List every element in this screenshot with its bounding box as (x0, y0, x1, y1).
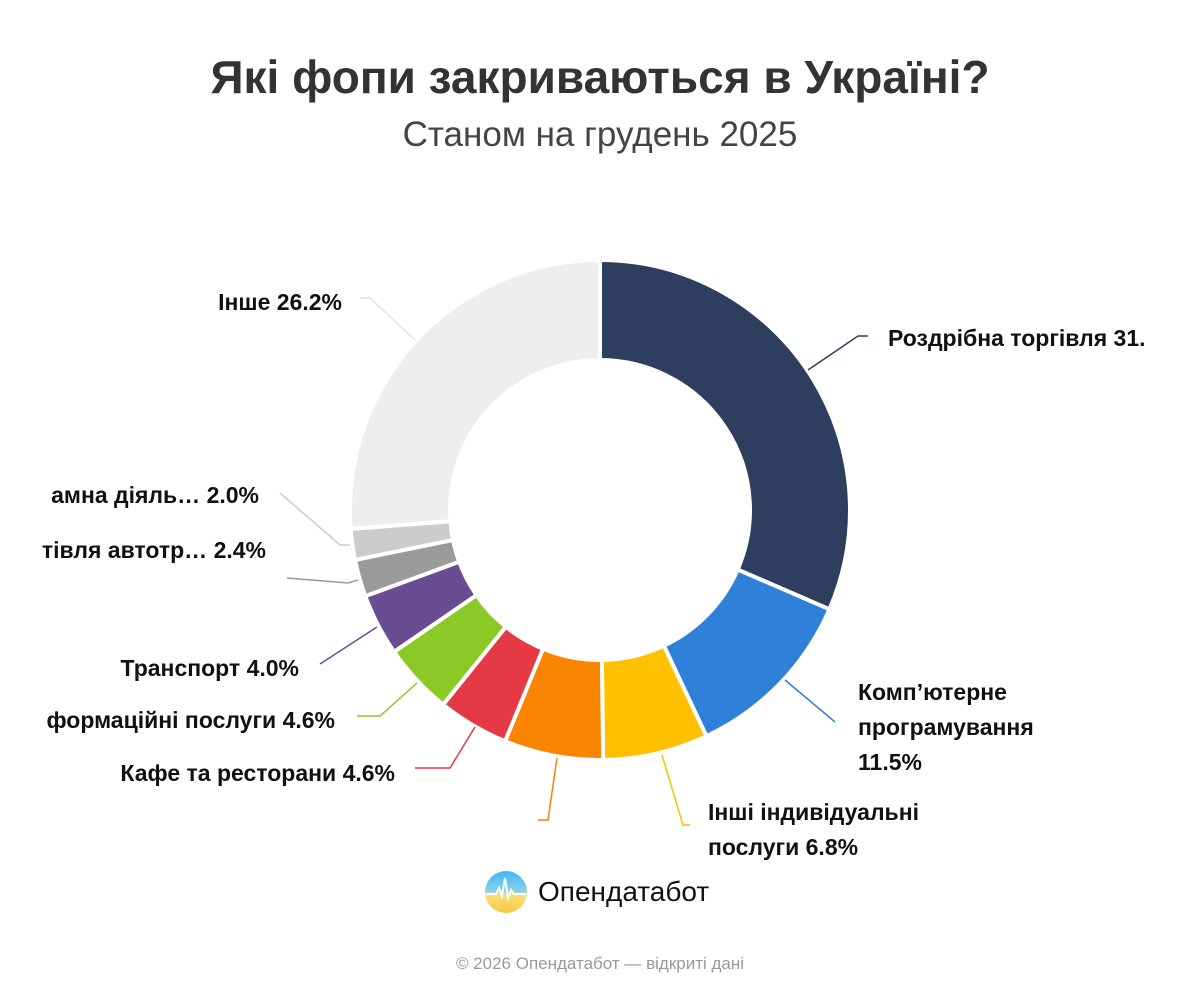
chart-title: Які фопи закриваються в Україні? (210, 51, 990, 103)
leader-line-2 (661, 754, 690, 826)
donut-slice-0[interactable] (598, 258, 852, 612)
leader-line-4 (415, 726, 476, 769)
slice-label-programming-2: програмування (858, 714, 1034, 740)
footer-copyright: © 2026 Опендатабот — відкриті дані (455, 954, 745, 973)
leader-line-6 (319, 626, 378, 665)
leader-line-7 (286, 577, 359, 584)
logo-icon (485, 871, 527, 913)
slice-label-programming-3: 11.5% (858, 749, 922, 775)
leader-line-0 (807, 335, 868, 371)
leader-line-3 (538, 757, 558, 821)
slice-label-retail: Роздрібна торгівля 31. (888, 325, 1146, 351)
brand-logo: Опендатабот (484, 870, 709, 914)
donut-slice-9[interactable] (348, 258, 602, 531)
leader-line-9 (360, 297, 416, 341)
slice-label-cafe: Кафе та ресторани 4.6% (120, 760, 395, 786)
slice-label-services-2: послуги 6.8% (708, 834, 859, 860)
slice-label-other: Інше 26.2% (218, 289, 342, 315)
leader-line-8 (279, 492, 350, 546)
slice-label-transport: Транспорт 4.0% (120, 655, 299, 681)
leader-line-5 (357, 682, 418, 717)
slice-label-auto: тівля автотр… 2.4% (41, 537, 266, 563)
slice-label-programming-1: Комп’ютерне (858, 679, 1007, 705)
slice-label-info: формаційні послуги 4.6% (46, 707, 335, 733)
leader-line-1 (784, 679, 836, 723)
slice-label-activity: амна діяль… 2.0% (51, 482, 259, 508)
slice-label-services-1: Інші індивідуальні (708, 799, 919, 825)
chart-subtitle: Станом на грудень 2025 (402, 115, 798, 154)
logo-text: Опендатабот (538, 876, 710, 907)
